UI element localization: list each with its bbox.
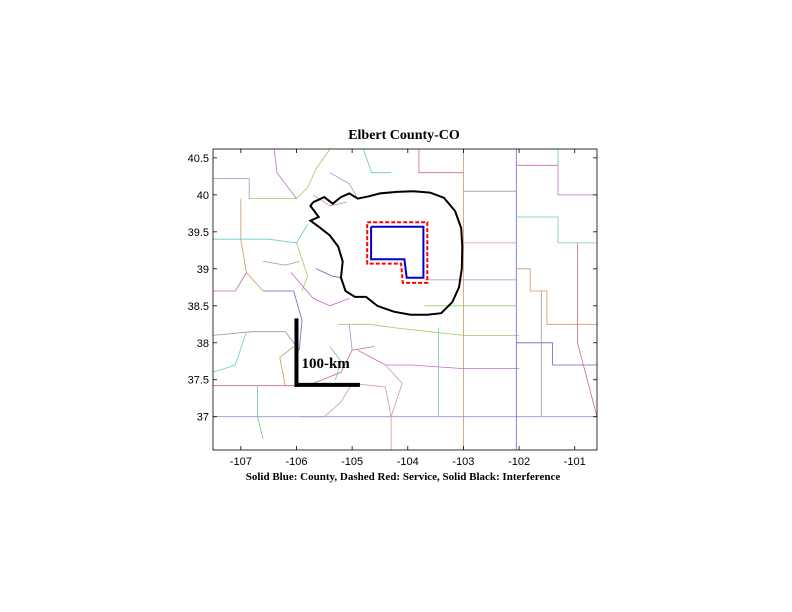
- county-boundary-line: [279, 346, 294, 386]
- county-boundary-line: [213, 272, 247, 292]
- county-boundary-line: [516, 164, 597, 196]
- x-tick-label: -101: [564, 456, 586, 468]
- county-boundary-line: [249, 149, 331, 200]
- plot-frame: [212, 148, 598, 451]
- x-tick-label: -102: [508, 456, 530, 468]
- map-title: Elbert County-CO: [348, 128, 460, 143]
- county-boundary-line: [240, 198, 264, 292]
- county-boundary-line: [213, 331, 247, 373]
- y-tick-label: 38.5: [188, 301, 209, 313]
- county-boundary-line: [213, 331, 300, 351]
- x-tick-label: -105: [341, 456, 363, 468]
- county-outline: [370, 225, 425, 279]
- county-boundary-line: [385, 364, 403, 417]
- county-boundary-line: [577, 242, 597, 417]
- county-boundary-line: [516, 268, 597, 325]
- county-boundary-line: [296, 242, 309, 292]
- x-tick-label: -104: [397, 456, 419, 468]
- plot-area: 100-km: [212, 148, 598, 451]
- county-boundary-line: [263, 290, 303, 351]
- service-contour: [366, 221, 429, 284]
- y-tick-label: 39: [197, 264, 209, 276]
- y-tick-label: 37: [197, 412, 209, 424]
- county-boundaries-layer: [213, 149, 597, 450]
- county-boundary-line: [362, 149, 392, 174]
- county-boundary-line: [273, 149, 297, 199]
- x-tick-label: -103: [452, 456, 474, 468]
- x-tick-label: -106: [285, 456, 307, 468]
- y-tick-label: 40.5: [188, 153, 209, 165]
- county-boundary-line: [338, 323, 520, 336]
- x-tick-label: -107: [230, 456, 252, 468]
- county-boundary-line: [418, 149, 464, 174]
- county-boundary-line: [263, 261, 300, 266]
- county-boundary-line: [315, 268, 342, 279]
- y-tick-label: 37.5: [188, 375, 209, 387]
- county-boundary-line: [290, 272, 350, 307]
- county-boundary-line: [357, 349, 520, 370]
- y-tick-label: 39.5: [188, 227, 209, 239]
- map-caption: Solid Blue: County, Dashed Red: Service,…: [246, 471, 561, 483]
- county-boundary-line: [516, 342, 597, 366]
- x-axis-ticks: -107 -106 -105 -104 -103 -102 -101: [230, 149, 586, 468]
- contours-layer: [308, 190, 464, 316]
- scale-bar-label: 100-km: [301, 356, 350, 372]
- scale-bar: 100-km: [294, 318, 360, 387]
- y-tick-label: 38: [197, 338, 209, 350]
- county-boundary-line: [329, 346, 342, 380]
- county-boundary-line: [213, 178, 250, 199]
- y-axis-ticks: 37 37.5 38 38.5 39 39.5 40 40.5: [188, 153, 597, 424]
- y-tick-label: 40: [197, 190, 209, 202]
- county-boundary-line: [329, 172, 359, 199]
- county-boundary-line: [348, 324, 353, 351]
- interference-contour: [308, 190, 464, 316]
- plot-background: [213, 149, 597, 450]
